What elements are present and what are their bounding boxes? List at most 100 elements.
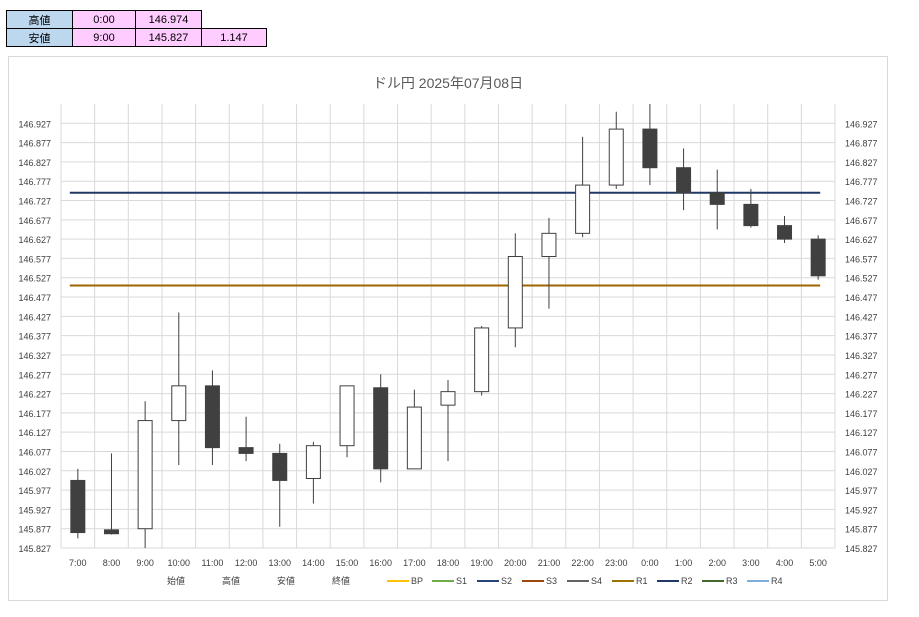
x-tick-label: 21:00 [538, 558, 561, 568]
x-tick-label: 14:00 [302, 558, 325, 568]
candle-body-up [575, 184, 591, 234]
y-tick-label-right: 146.927 [845, 119, 878, 129]
candle-body-down [777, 225, 793, 240]
legend-entry: S4 [591, 576, 602, 586]
x-tick-label: 13:00 [268, 558, 291, 568]
y-tick-label-left: 145.877 [18, 525, 51, 535]
candle-body-down [238, 447, 254, 454]
candle-body-up [507, 256, 523, 329]
low-label: 安値 [6, 28, 73, 47]
candle-body-down [810, 238, 826, 277]
high-value: 146.974 [135, 10, 202, 29]
x-tick-label: 5:00 [809, 558, 827, 568]
y-tick-label-right: 145.927 [845, 505, 878, 515]
y-tick-label-left: 145.827 [18, 544, 51, 554]
x-axis: 7:00 8:00 9:00 10:00 11:00 12:00 13:00 14:00 15:… [69, 558, 827, 568]
x-tick-label: 18:00 [437, 558, 460, 568]
y-tick-label-left: 146.177 [18, 409, 51, 419]
y-tick-label-right: 146.677 [845, 216, 878, 226]
y-tick-label-right: 146.777 [845, 177, 878, 187]
range-value: 1.147 [201, 28, 267, 47]
legend-entry: 高値 [222, 575, 240, 586]
y-tick-label-right: 146.877 [845, 139, 878, 149]
candle-body-up [305, 445, 321, 480]
x-tick-label: 19:00 [470, 558, 493, 568]
reference-lines [69, 191, 821, 287]
y-tick-label-right: 145.827 [845, 544, 878, 554]
x-tick-label: 10:00 [168, 558, 191, 568]
legend: 始値 高値 安値 終値 BP S1 S2 S3 S4 R1 R2 R3 R4 [167, 575, 783, 586]
high-row: 高値 0:00 146.974 [6, 10, 267, 29]
candle-body-down [373, 387, 389, 470]
legend-entry: S1 [456, 576, 467, 586]
y-tick-label-right: 146.827 [845, 158, 878, 168]
x-tick-label: 3:00 [742, 558, 760, 568]
candle-body-up [608, 128, 624, 186]
y-tick-label-right: 145.877 [845, 525, 878, 535]
y-tick-label-right: 146.727 [845, 197, 878, 207]
x-tick-label: 22:00 [571, 558, 594, 568]
y-tick-label-right: 146.327 [845, 351, 878, 361]
candles [70, 104, 826, 548]
y-tick-label-right: 146.377 [845, 332, 878, 342]
y-tick-label-right: 146.277 [845, 370, 878, 380]
x-tick-label: 20:00 [504, 558, 527, 568]
y-tick-label-left: 146.577 [18, 254, 51, 264]
y-tick-label-left: 146.527 [18, 274, 51, 284]
candle-body-up [541, 232, 557, 258]
y-tick-label-left: 146.727 [18, 197, 51, 207]
chart-area: ドル円 2025年07月08日 146.927 146.877 146.827 146… [8, 56, 888, 601]
y-tick-label-left: 146.027 [18, 467, 51, 477]
y-tick-label-left: 146.277 [18, 370, 51, 380]
y-tick-label-left: 146.227 [18, 390, 51, 400]
y-tick-label-left: 146.877 [18, 139, 51, 149]
x-tick-label: 1:00 [675, 558, 693, 568]
y-axis-left: 146.927 146.877 146.827 146.777 146.727 146.6… [18, 119, 51, 554]
y-tick-label-right: 146.077 [845, 447, 878, 457]
x-tick-label: 9:00 [136, 558, 154, 568]
candle-body-down [709, 192, 725, 205]
candle-body-up [137, 420, 153, 530]
candle-body-up [171, 385, 187, 422]
candle-body-down [204, 385, 220, 449]
legend-entry: S2 [501, 576, 512, 586]
x-tick-label: 11:00 [202, 558, 224, 568]
legend-entry: R2 [681, 576, 693, 586]
y-tick-label-right: 146.227 [845, 390, 878, 400]
low-row: 安値 9:00 145.827 1.147 [6, 28, 267, 47]
chart-title: ドル円 2025年07月08日 [373, 75, 523, 91]
y-tick-label-left: 146.127 [18, 428, 51, 438]
y-tick-label-right: 146.177 [845, 409, 878, 419]
x-tick-label: 17:00 [403, 558, 426, 568]
y-tick-label-left: 146.777 [18, 177, 51, 187]
x-tick-label: 4:00 [776, 558, 794, 568]
gridlines [60, 104, 836, 549]
y-tick-label-left: 146.627 [18, 235, 51, 245]
y-tick-label-right: 146.127 [845, 428, 878, 438]
candle-body-down [70, 479, 86, 534]
candlestick-chart: ドル円 2025年07月08日 146.927146.877146.827146… [18, 75, 878, 586]
candle-body-down [272, 452, 288, 481]
y-tick-label-left: 146.077 [18, 447, 51, 457]
x-tick-label: 15:00 [336, 558, 359, 568]
legend-entry: 始値 [167, 575, 185, 586]
y-tick-label-left: 145.927 [18, 505, 51, 515]
legend-entry: R3 [726, 576, 738, 586]
legend-entry: R1 [636, 576, 648, 586]
legend-entry: 安値 [277, 575, 295, 586]
candle-body-up [474, 327, 490, 393]
low-time: 9:00 [72, 28, 136, 47]
x-tick-label: 2:00 [708, 558, 726, 568]
candle-body-down [743, 203, 759, 227]
y-tick-label-left: 146.377 [18, 332, 51, 342]
x-tick-label: 0:00 [641, 558, 659, 568]
high-low-summary-table: 高値 0:00 146.974 安値 9:00 145.827 1.147 [6, 10, 267, 47]
y-tick-label-left: 146.477 [18, 293, 51, 303]
candle-body-up [339, 385, 355, 447]
y-tick-label-left: 146.677 [18, 216, 51, 226]
high-label: 高値 [6, 10, 73, 29]
candle-body-down [642, 128, 658, 169]
y-tick-label-left: 146.327 [18, 351, 51, 361]
y-tick-label-right: 145.977 [845, 486, 878, 496]
y-axis-right: 146.927 146.877 146.827 146.777 146.727 146.6… [845, 119, 878, 554]
